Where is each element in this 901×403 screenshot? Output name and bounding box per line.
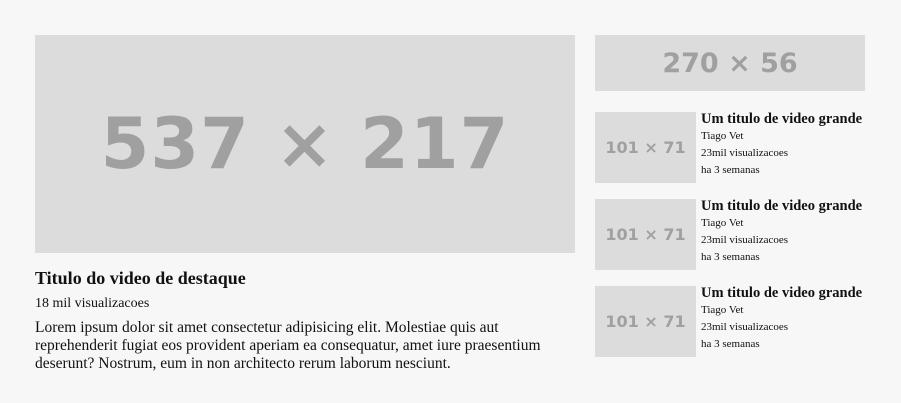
video-list-item[interactable]: 101 × 71 Um titulo de video grande Tiago… <box>595 285 865 358</box>
video-list-item[interactable]: 101 × 71 Um titulo de video grande Tiago… <box>595 198 865 271</box>
featured-video-thumbnail[interactable]: 537 × 217 <box>35 35 575 253</box>
video-list-item[interactable]: 101 × 71 Um titulo de video grande Tiago… <box>595 111 865 184</box>
video-views: 23mil visualizacoes <box>701 234 789 246</box>
video-channel: Tiago Vet <box>701 304 744 316</box>
video-thumbnail[interactable]: 101 × 71 <box>595 286 696 357</box>
video-thumbnail[interactable]: 101 × 71 <box>595 112 696 183</box>
video-views: 23mil visualizacoes <box>701 321 789 333</box>
video-channel: Tiago Vet <box>701 130 744 142</box>
video-title[interactable]: Um titulo de video grande <box>701 198 863 214</box>
video-title[interactable]: Um titulo de video grande <box>701 285 863 301</box>
featured-video-description: Lorem ipsum dolor sit amet consectetur a… <box>35 319 541 372</box>
featured-video-title[interactable]: Titulo do video de destaque <box>35 268 246 288</box>
featured-video-views: 18 mil visualizacoes <box>35 296 150 311</box>
video-thumbnail[interactable]: 101 × 71 <box>595 199 696 270</box>
side-banner[interactable]: 270 × 56 <box>595 35 865 91</box>
video-title[interactable]: Um titulo de video grande <box>701 111 863 127</box>
video-age: ha 3 semanas <box>701 338 760 350</box>
video-age: ha 3 semanas <box>701 251 760 263</box>
video-age: ha 3 semanas <box>701 164 760 176</box>
video-views: 23mil visualizacoes <box>701 147 789 159</box>
video-channel: Tiago Vet <box>701 217 744 229</box>
